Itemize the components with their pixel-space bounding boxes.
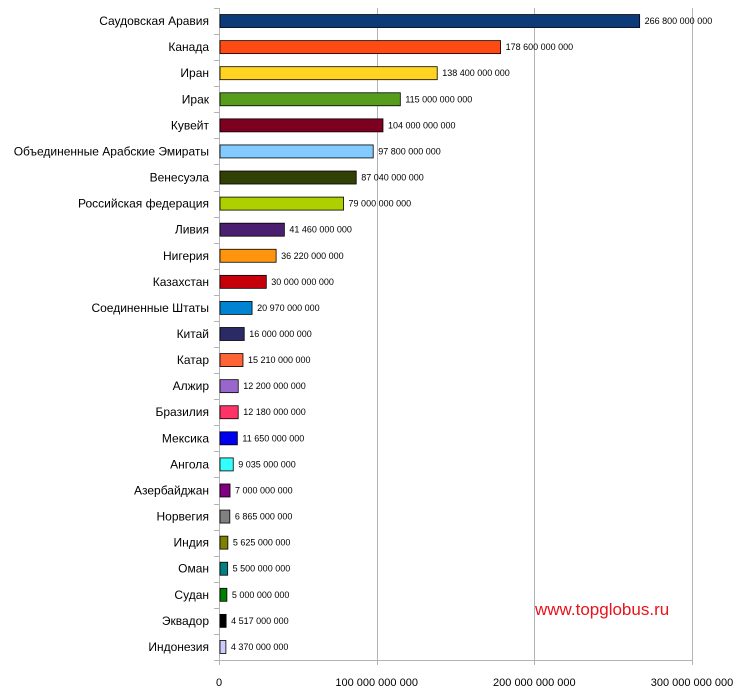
x-tick-label: 200 000 000 000 bbox=[493, 677, 576, 689]
value-label: 16 000 000 000 bbox=[249, 329, 312, 339]
category-label: Венесуэла bbox=[150, 171, 210, 185]
category-label: Ирак bbox=[182, 92, 210, 106]
bar bbox=[219, 509, 231, 524]
value-label: 87 040 000 000 bbox=[361, 173, 424, 183]
bar bbox=[219, 66, 438, 81]
x-tick-label: 300 000 000 000 bbox=[651, 677, 734, 689]
bar bbox=[219, 170, 357, 185]
watermark-text: www.topglobus.ru bbox=[535, 600, 670, 619]
bar bbox=[219, 640, 227, 654]
bar bbox=[219, 14, 641, 28]
value-label: 9 035 000 000 bbox=[238, 459, 296, 469]
value-label: 30 000 000 000 bbox=[271, 277, 334, 287]
category-label: Индия bbox=[174, 536, 209, 550]
bar bbox=[219, 248, 277, 263]
category-label: Соединенные Штаты bbox=[91, 301, 209, 315]
value-label: 178 600 000 000 bbox=[506, 42, 574, 52]
category-label: Саудовская Аравия bbox=[99, 14, 209, 28]
value-label: 79 000 000 000 bbox=[349, 199, 412, 209]
value-label: 20 970 000 000 bbox=[257, 303, 320, 313]
category-label: Нигерия bbox=[163, 249, 209, 263]
bar bbox=[219, 379, 239, 394]
bar bbox=[219, 301, 253, 315]
value-label: 97 800 000 000 bbox=[378, 146, 441, 156]
value-label: 12 180 000 000 bbox=[243, 407, 306, 417]
bar bbox=[219, 40, 501, 55]
bar bbox=[219, 535, 229, 550]
category-label: Алжир bbox=[173, 379, 210, 393]
bar bbox=[219, 327, 245, 341]
value-label: 115 000 000 000 bbox=[405, 94, 472, 104]
value-label: 7 000 000 000 bbox=[235, 485, 293, 495]
category-label: Ангола bbox=[170, 457, 209, 471]
bar bbox=[219, 92, 401, 107]
category-label: Китай bbox=[177, 327, 209, 341]
category-label: Эквадор bbox=[162, 614, 209, 628]
bar bbox=[219, 196, 344, 211]
bar bbox=[219, 457, 234, 472]
category-label: Мексика bbox=[162, 431, 209, 445]
category-label: Иран bbox=[180, 66, 209, 80]
value-label: 11 650 000 000 bbox=[242, 433, 304, 443]
value-label: 266 800 000 000 bbox=[645, 16, 713, 26]
category-label: Кувейт bbox=[171, 118, 210, 132]
category-label: Казахстан bbox=[153, 275, 209, 289]
value-label: 4 517 000 000 bbox=[231, 616, 289, 626]
bar bbox=[219, 274, 267, 289]
value-label: 4 370 000 000 bbox=[231, 642, 289, 652]
category-label: Канада bbox=[168, 40, 209, 54]
bar bbox=[219, 483, 231, 498]
category-label: Норвегия bbox=[156, 510, 209, 524]
category-label: Катар bbox=[177, 353, 209, 367]
x-tick-label: 100 000 000 000 bbox=[335, 677, 418, 689]
category-label: Судан bbox=[174, 588, 209, 602]
value-label: 6 865 000 000 bbox=[235, 512, 293, 522]
bar bbox=[219, 561, 229, 576]
value-label: 41 460 000 000 bbox=[289, 225, 352, 235]
value-label: 104 000 000 000 bbox=[388, 120, 456, 130]
bar bbox=[219, 613, 227, 628]
category-label: Ливия bbox=[175, 223, 209, 237]
bar bbox=[219, 587, 228, 602]
bar bbox=[219, 405, 239, 420]
value-label: 5 625 000 000 bbox=[233, 538, 291, 548]
bar bbox=[219, 353, 244, 367]
value-label: 5 000 000 000 bbox=[232, 590, 290, 600]
x-tick-label: 0 bbox=[216, 677, 222, 689]
value-label: 15 210 000 000 bbox=[248, 355, 311, 365]
value-label: 12 200 000 000 bbox=[243, 381, 306, 391]
bar bbox=[219, 118, 384, 133]
category-label: Оман bbox=[178, 562, 209, 576]
category-label: Российская федерация bbox=[78, 197, 209, 211]
bar bbox=[219, 431, 238, 446]
category-label: Объединенные Арабские Эмираты bbox=[14, 144, 209, 158]
value-label: 36 220 000 000 bbox=[281, 251, 344, 261]
category-label: Бразилия bbox=[156, 405, 210, 419]
value-label: 138 400 000 000 bbox=[442, 68, 510, 78]
bar bbox=[219, 144, 374, 159]
bar bbox=[219, 222, 285, 237]
category-label: Индонезия bbox=[148, 640, 209, 654]
value-label: 5 500 000 000 bbox=[233, 564, 291, 574]
category-label: Азербайджан bbox=[134, 483, 209, 497]
